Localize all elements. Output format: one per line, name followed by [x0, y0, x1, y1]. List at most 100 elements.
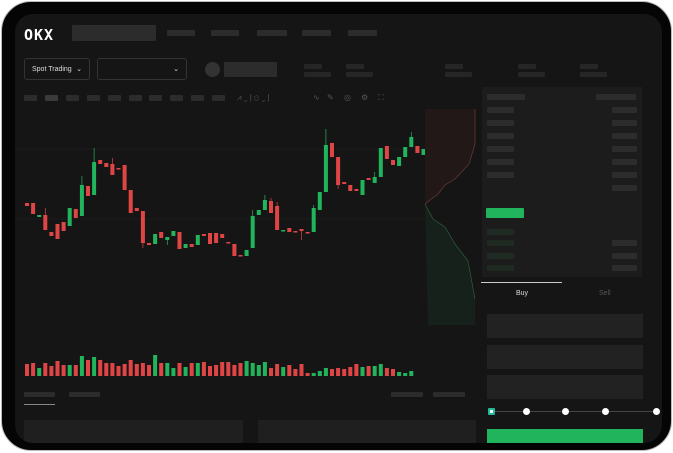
candle [360, 180, 365, 195]
candle [384, 146, 389, 159]
mode-select[interactable]: Spot Trading ⌄ [24, 58, 90, 80]
timeframe-button[interactable] [45, 95, 58, 101]
timeframe-button[interactable] [170, 95, 183, 101]
candle [98, 160, 103, 164]
buy-button[interactable] [487, 429, 643, 443]
volume-bar [238, 363, 243, 376]
candle [281, 230, 286, 232]
slider-stop[interactable] [562, 408, 569, 415]
candle [171, 231, 176, 236]
fullscreen-icon[interactable]: ⛶ [378, 93, 384, 102]
amount-input[interactable] [487, 345, 643, 369]
volume-bar [208, 366, 212, 376]
pair-select[interactable]: ⌄ [97, 58, 187, 80]
timeframe-button[interactable] [87, 95, 100, 101]
indicator-icon[interactable]: ⩘ ⌄ | ⊙ ⌄ | [237, 93, 270, 102]
order-book [482, 87, 642, 277]
candle [116, 168, 121, 170]
candle [208, 233, 212, 244]
candle [140, 211, 145, 248]
candle [73, 209, 78, 218]
camera-icon[interactable]: ◎ [344, 93, 351, 102]
timeframe-button[interactable] [66, 95, 79, 101]
volume-bar [67, 365, 72, 376]
timeframe-button[interactable] [149, 95, 162, 101]
settings-icon[interactable]: ⚙ [361, 93, 369, 102]
tab-history[interactable] [69, 392, 100, 397]
candle [336, 157, 341, 189]
nav-item[interactable] [348, 30, 377, 36]
nav-item[interactable] [211, 30, 239, 36]
assets-panel [258, 420, 476, 443]
volume-bar [397, 372, 402, 376]
candle [189, 244, 194, 247]
candlestick-chart[interactable] [15, 109, 480, 379]
timeframe-button[interactable] [108, 95, 121, 101]
volume-bar [116, 366, 121, 376]
volume-bar [55, 361, 60, 376]
timeframe-button[interactable] [191, 95, 204, 101]
nav-item[interactable] [167, 30, 195, 36]
volume-bar [403, 373, 408, 376]
volume-bar [342, 369, 347, 376]
candle [31, 203, 36, 214]
orderbook-cell [487, 94, 525, 100]
trading-screen: OKX Spot Trading ⌄ ⌄ ⩘ ⌄ | ⊙ ⌄ | ∿ ✎ ◎ ⚙ … [15, 14, 662, 443]
timeframe-button[interactable] [212, 95, 225, 101]
nav-item[interactable] [257, 30, 287, 36]
volume-bar [275, 364, 280, 376]
search-bar[interactable] [72, 25, 156, 41]
tab-sell[interactable]: Sell [599, 290, 611, 297]
volume-bar [195, 363, 200, 376]
candle [67, 208, 72, 226]
volume-bar [323, 368, 328, 376]
line-icon[interactable]: ∿ [313, 93, 320, 102]
candle [104, 163, 109, 167]
volume-bar [122, 364, 127, 376]
tab-open-orders[interactable] [24, 392, 55, 397]
candle [153, 234, 158, 244]
slider-stop[interactable] [523, 408, 530, 415]
volume-bar [31, 363, 36, 376]
price-input[interactable] [487, 314, 643, 338]
timeframe-button[interactable] [24, 95, 37, 101]
slider-handle[interactable] [488, 408, 495, 415]
volume-bar [281, 367, 286, 376]
candle [122, 165, 127, 190]
filter-button[interactable] [433, 392, 465, 397]
volume-bar [244, 361, 249, 376]
tab-buy[interactable]: Buy [516, 290, 529, 297]
candle [25, 203, 29, 206]
depth-bids-area [425, 204, 475, 325]
timeframe-button[interactable] [129, 95, 142, 101]
slider-stop[interactable] [602, 408, 609, 415]
candle [409, 132, 414, 147]
volume-bar [79, 356, 84, 376]
candle [391, 160, 395, 165]
volume-bar [366, 366, 371, 376]
candle [403, 147, 408, 157]
amount-slider[interactable] [488, 408, 660, 415]
candle [214, 233, 219, 243]
slider-stop[interactable] [653, 408, 660, 415]
orderbook-cell [487, 265, 514, 271]
orderbook-cell [487, 107, 514, 113]
volume-bar [262, 362, 267, 376]
orderbook-cell [487, 229, 514, 235]
candle [226, 242, 231, 244]
orderbook-cell [612, 133, 637, 139]
orderbook-cell [612, 253, 637, 259]
orderbook-cell [612, 107, 637, 113]
orderbook-cell [487, 146, 514, 152]
last-price [486, 208, 524, 218]
pencil-icon[interactable]: ✎ [327, 93, 334, 102]
candle [299, 229, 304, 240]
nav-item[interactable] [302, 30, 331, 36]
volume-bar [409, 371, 414, 376]
volume-bar [305, 373, 310, 376]
depth-chart [425, 109, 476, 325]
total-input[interactable] [487, 375, 643, 399]
order-side-tabs: Buy Sell [481, 282, 642, 312]
filter-button[interactable] [391, 392, 423, 397]
